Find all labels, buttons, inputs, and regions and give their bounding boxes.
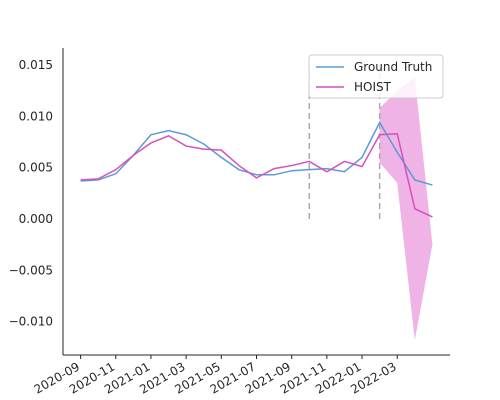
uncertainty-band: [379, 77, 433, 341]
y-tick-label: 0.015: [19, 58, 53, 72]
series-line: [80, 120, 433, 186]
y-tick-label: 0.010: [19, 109, 53, 123]
y-tick-label: 0.000: [19, 212, 53, 226]
y-tick-label: −0.005: [9, 263, 53, 277]
y-tick-label: 0.005: [19, 161, 53, 175]
y-tick-label: −0.010: [9, 315, 53, 329]
legend: Ground Truth HOIST: [308, 54, 444, 99]
legend-label: HOIST: [354, 80, 392, 94]
series-line: [80, 132, 433, 218]
legend-label: Ground Truth: [354, 60, 432, 74]
